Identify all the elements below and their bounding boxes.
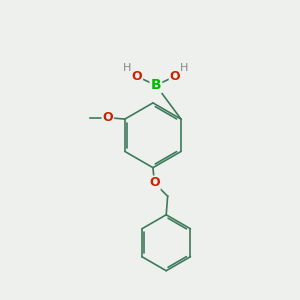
Text: O: O: [103, 111, 113, 124]
Text: O: O: [149, 176, 160, 190]
Text: O: O: [131, 70, 142, 83]
Text: B: B: [151, 78, 161, 92]
Text: H: H: [180, 63, 189, 73]
Text: O: O: [170, 70, 180, 83]
Text: H: H: [123, 63, 131, 73]
